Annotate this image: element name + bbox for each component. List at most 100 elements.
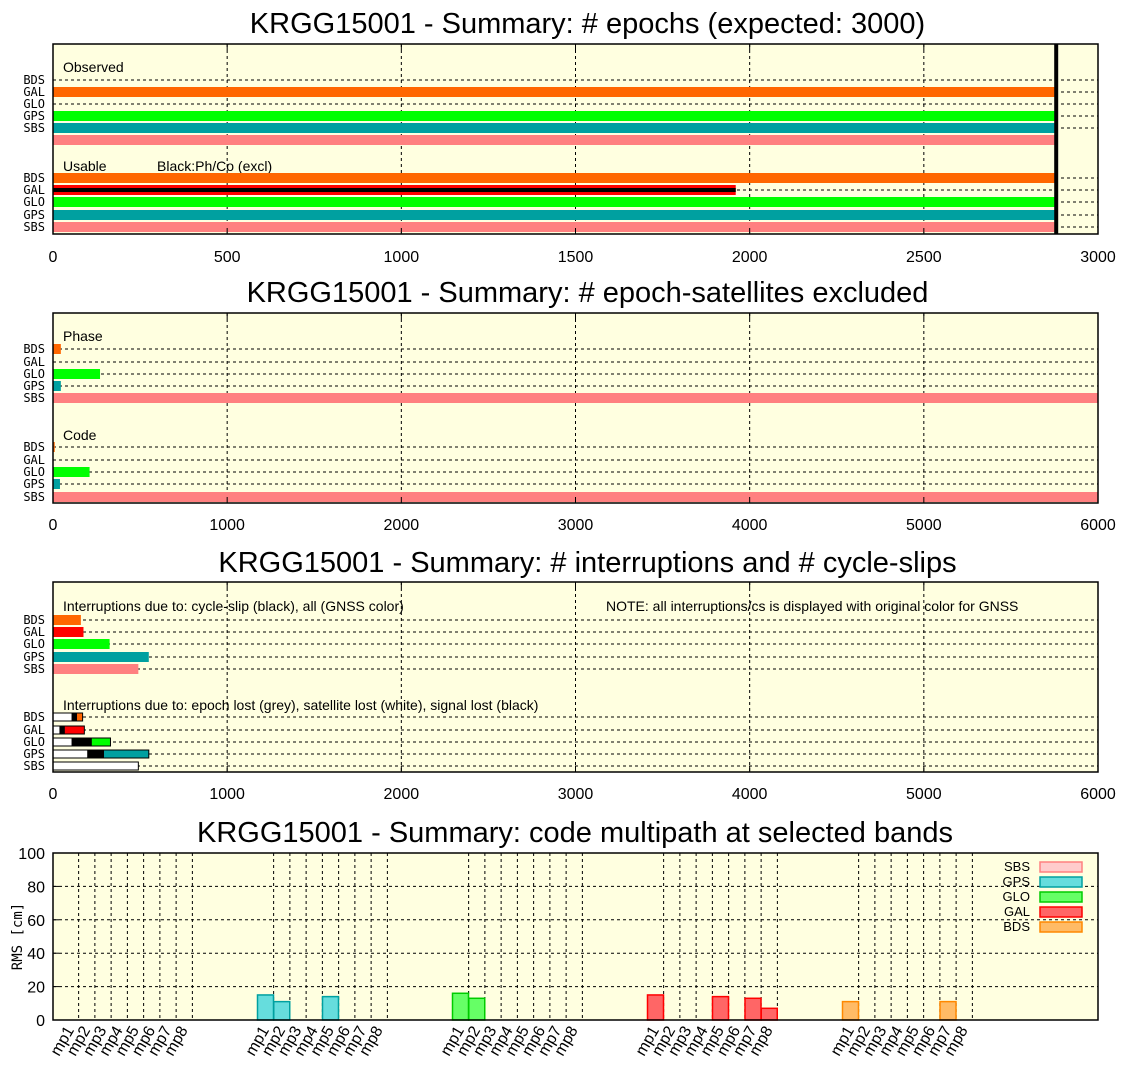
bar-segment — [71, 712, 78, 722]
y-tick-label: 80 — [27, 879, 45, 896]
category-label: BDS — [23, 342, 45, 356]
multipath-bar — [744, 997, 762, 1021]
bar — [53, 627, 84, 637]
bar — [53, 123, 1055, 133]
category-label: GPS — [23, 109, 45, 123]
category-label: SBS — [23, 490, 45, 504]
x-tick-label: 2000 — [384, 786, 420, 803]
category-label: SBS — [23, 391, 45, 405]
bar — [53, 111, 1055, 121]
legend-label: GAL — [1004, 904, 1030, 919]
x-tick-label: 3000 — [1080, 249, 1116, 266]
category-label: GPS — [23, 747, 45, 761]
legend-swatch — [1039, 876, 1083, 888]
x-tick-label: 3000 — [558, 786, 594, 803]
multipath-bar — [256, 994, 275, 1021]
x-tick-label: 2000 — [384, 517, 420, 534]
category-label: GPS — [23, 208, 45, 222]
category-label: GLO — [23, 637, 45, 651]
multipath-bar — [939, 1000, 957, 1021]
x-tick-label: 1000 — [384, 249, 420, 266]
category-label: GPS — [23, 379, 45, 393]
category-label: GLO — [23, 735, 45, 749]
bar — [53, 639, 110, 649]
bar — [53, 173, 1055, 183]
x-tick-label: 2500 — [906, 249, 942, 266]
chart-title: KRGG15001 - Summary: code multipath at s… — [197, 817, 953, 849]
x-tick-label: 0 — [49, 249, 58, 266]
plot-area — [53, 853, 1098, 1020]
bar — [53, 664, 139, 674]
chart-title: KRGG15001 - Summary: # epoch-satellites … — [247, 277, 929, 309]
category-label: GAL — [23, 355, 45, 369]
bar-segment — [52, 737, 73, 747]
y-tick-label: 60 — [27, 913, 45, 930]
category-label: GLO — [23, 367, 45, 381]
bar-segment — [59, 725, 65, 735]
category-label: GLO — [23, 195, 45, 209]
group-label: Observed — [63, 59, 124, 75]
bar — [53, 442, 55, 452]
x-tick-label: 1000 — [209, 517, 245, 534]
group-note: Black:Ph/Co (excl) — [157, 158, 272, 174]
category-label: SBS — [23, 662, 45, 676]
x-tick-label: 3000 — [558, 517, 594, 534]
multipath-bar — [321, 995, 340, 1021]
legend-swatch — [1039, 921, 1083, 933]
group-label: Interruptions due to: epoch lost (grey),… — [63, 697, 538, 713]
bar-segment — [76, 712, 84, 722]
group-label: Usable — [63, 158, 107, 174]
y-axis-label: RMS [cm] — [10, 903, 26, 970]
bar — [53, 393, 1098, 403]
bar — [53, 210, 1055, 220]
multipath-bar — [273, 1000, 291, 1021]
bar — [53, 222, 1055, 232]
group-label: Code — [63, 427, 97, 443]
multipath-bar — [841, 1000, 860, 1021]
group-label: Phase — [63, 328, 103, 344]
group-label: Interruptions due to: cycle-slip (black)… — [63, 598, 404, 614]
bar — [53, 87, 1055, 97]
category-label: BDS — [23, 710, 45, 724]
category-label: GAL — [23, 723, 45, 737]
y-tick-label: 40 — [27, 946, 45, 963]
bar-segment — [52, 725, 61, 735]
bar — [53, 135, 1055, 145]
x-tick-label: 4000 — [732, 786, 768, 803]
y-tick-label: 20 — [27, 980, 45, 997]
x-tick-label: 1500 — [558, 249, 594, 266]
legend-label: GPS — [1003, 874, 1031, 889]
multipath-bar — [711, 995, 730, 1021]
multipath-bar — [760, 1007, 778, 1021]
bar-excluded — [53, 188, 736, 192]
legend-swatch — [1039, 906, 1083, 918]
bar — [53, 615, 81, 625]
bar-segment — [52, 761, 139, 771]
bar — [53, 652, 149, 662]
category-label: GAL — [23, 453, 45, 467]
bar-segment — [90, 737, 111, 747]
bar — [53, 479, 60, 489]
x-tick-label: 5000 — [906, 517, 942, 534]
bar-segment — [52, 749, 89, 759]
plot-area — [53, 313, 1098, 503]
category-label: GPS — [23, 477, 45, 491]
bar — [53, 369, 101, 379]
y-tick-label: 100 — [18, 846, 45, 863]
bar — [53, 467, 90, 477]
multipath-bar — [646, 994, 665, 1021]
category-label: GLO — [23, 97, 45, 111]
category-label: BDS — [23, 171, 45, 185]
bar-segment — [71, 737, 92, 747]
x-tick-label: 6000 — [1080, 517, 1116, 534]
bar-segment — [52, 712, 73, 722]
bar-segment — [103, 749, 150, 759]
bar-segment — [63, 725, 85, 735]
bar — [53, 381, 61, 391]
plot-frame — [52, 852, 1099, 1021]
category-label: BDS — [23, 613, 45, 627]
category-label: BDS — [23, 440, 45, 454]
x-tick-label: 500 — [214, 249, 241, 266]
x-tick-label: 4000 — [732, 517, 768, 534]
